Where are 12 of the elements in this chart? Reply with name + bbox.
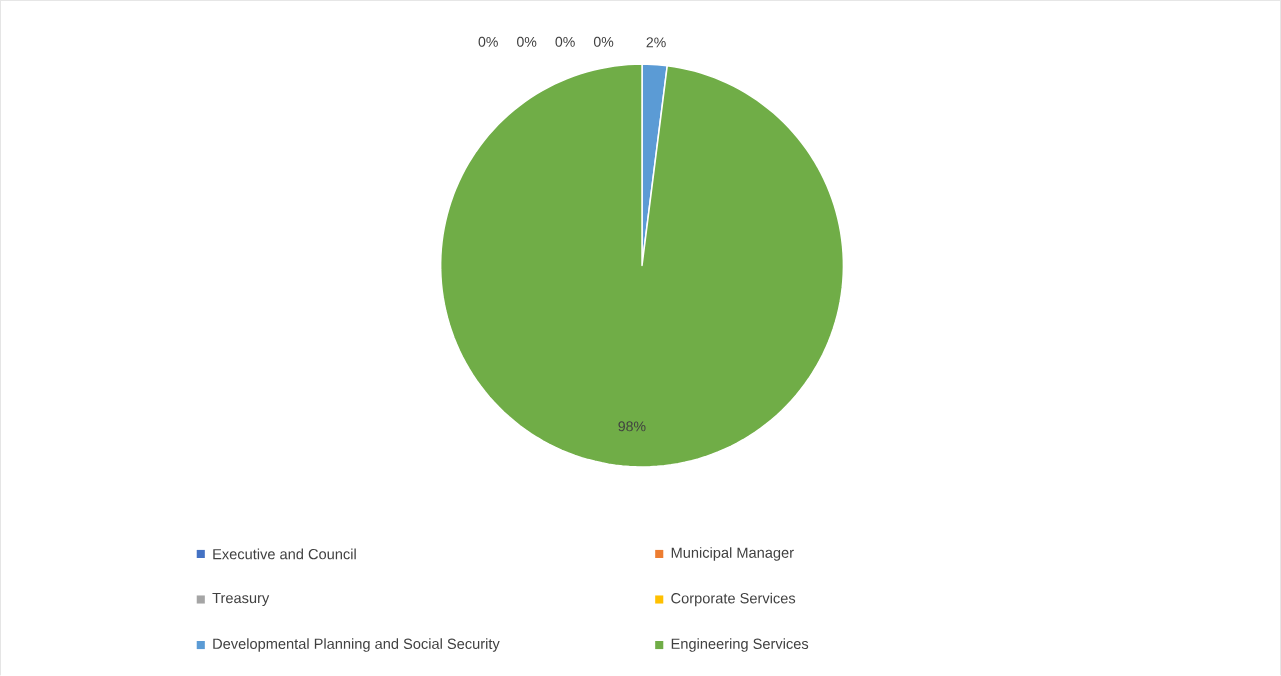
legend-label: Treasury [212,593,270,607]
legend-label: Engineering Services [671,638,809,652]
legend-label: Executive and Council [213,548,356,560]
text: 0% [593,36,614,47]
data-label: 98% [618,421,646,432]
text: 0% [478,36,498,47]
text: 0% [517,36,537,47]
text: 0% [555,36,575,47]
data-label: 2% [646,37,666,48]
legend-label: Corporate Services [671,592,796,607]
legend-label: Municipal Manager [671,547,794,561]
legend-label: Developmental Planning and Social Security [213,638,500,652]
